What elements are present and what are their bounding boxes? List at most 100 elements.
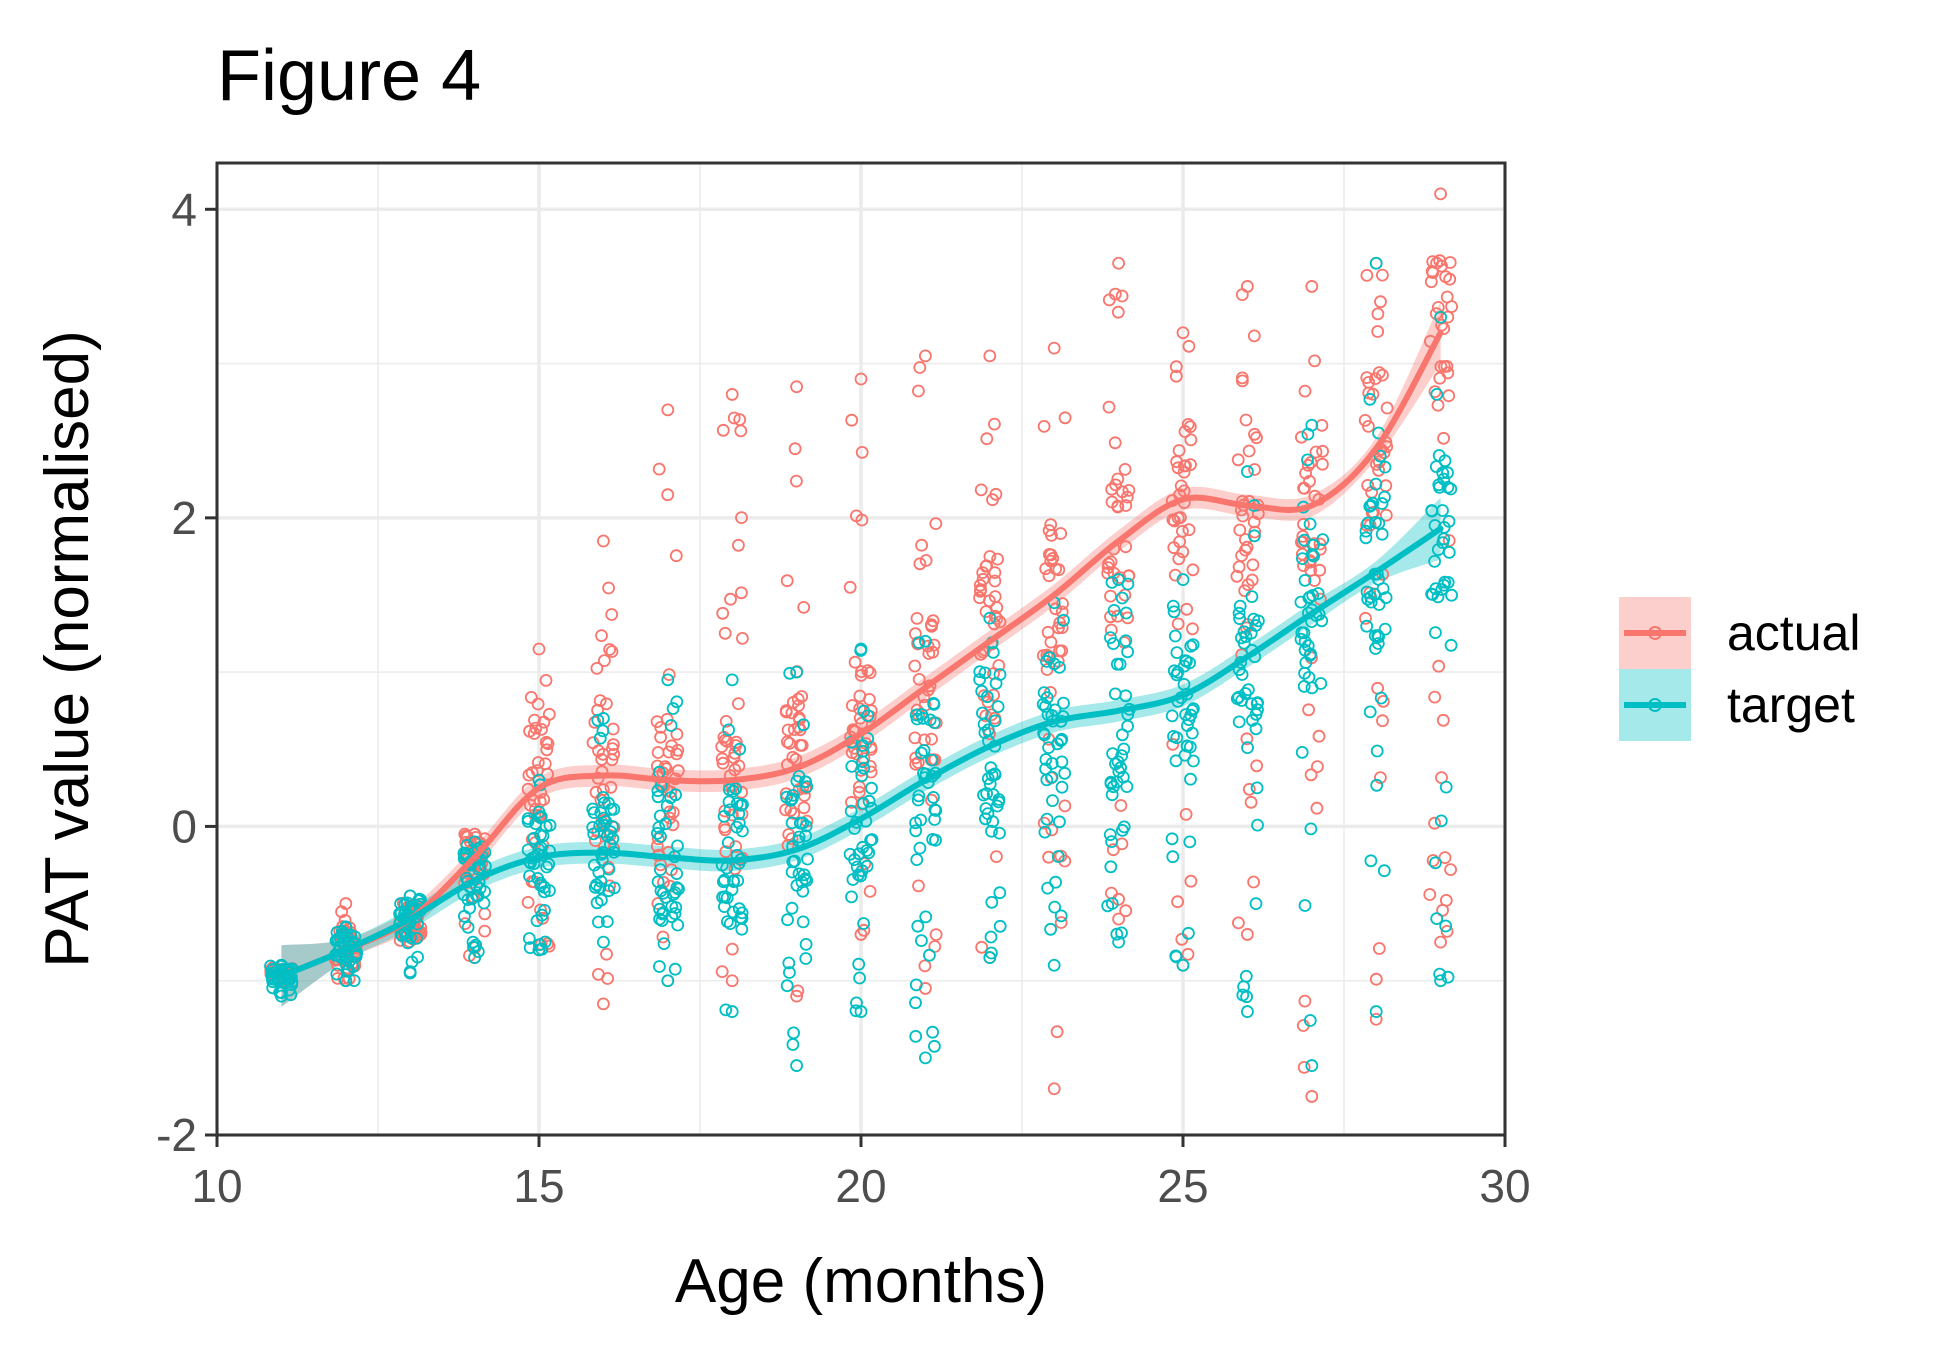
data-point-target: [928, 803, 942, 817]
data-point-actual: [1232, 560, 1246, 574]
legend-point-actual: [1648, 626, 1662, 640]
data-point-actual: [791, 984, 805, 998]
data-point-target: [606, 832, 620, 846]
data-point-target: [597, 712, 610, 725]
data-point-target: [1374, 691, 1388, 705]
data-point-target: [1371, 637, 1385, 650]
y-tick-label: -2: [156, 1109, 197, 1161]
data-point-target: [721, 836, 735, 849]
data-point-actual: [1312, 729, 1326, 743]
x-axis-label: Age (months): [675, 1247, 1047, 1316]
data-point-actual: [724, 592, 737, 606]
data-point-target: [1107, 604, 1121, 617]
data-point-target: [1298, 574, 1312, 587]
data-point-actual: [541, 737, 555, 751]
x-tick-label: 15: [513, 1160, 564, 1212]
data-point-actual: [1182, 339, 1196, 353]
data-point-actual: [1248, 427, 1261, 441]
data-point-target: [1232, 690, 1246, 704]
data-point-target: [909, 824, 923, 838]
data-point-actual: [1442, 534, 1456, 547]
data-point-target: [985, 824, 998, 838]
data-point-target: [991, 700, 1005, 713]
data-point-actual: [779, 705, 793, 719]
data-point-target: [1369, 516, 1382, 529]
data-point-target: [1184, 772, 1197, 786]
data-point-actual: [1304, 768, 1318, 782]
data-point-actual: [1428, 690, 1442, 704]
data-point-actual: [1380, 401, 1394, 415]
data-point-target: [913, 841, 927, 855]
data-point-target: [1297, 680, 1311, 693]
data-point-target: [1429, 626, 1442, 639]
data-point-target: [983, 611, 997, 625]
data-point-target: [1439, 780, 1453, 794]
data-point-actual: [1245, 573, 1259, 587]
data-point-target: [1369, 256, 1383, 270]
data-point-target: [1429, 856, 1442, 870]
data-point-actual: [1182, 523, 1196, 537]
data-point-actual: [988, 574, 1002, 588]
data-point-target: [1045, 770, 1059, 784]
data-point-actual: [1248, 463, 1261, 476]
data-point-target: [910, 853, 924, 866]
data-point-actual: [1169, 369, 1183, 383]
data-point-target: [1182, 926, 1195, 940]
data-point-target: [1051, 737, 1064, 751]
data-point-target: [1047, 958, 1061, 972]
x-tick-label: 10: [191, 1160, 242, 1212]
data-point-target: [1245, 590, 1259, 603]
data-point-actual: [719, 845, 733, 859]
data-point-target: [1303, 1014, 1317, 1027]
data-point-target: [1378, 490, 1391, 504]
data-point-actual: [1305, 280, 1319, 293]
data-point-actual: [987, 688, 1000, 702]
x-tick-label: 30: [1479, 1160, 1530, 1212]
data-point-actual: [1361, 478, 1375, 492]
data-point-target: [607, 802, 621, 816]
data-point-target: [1301, 639, 1315, 653]
data-point-target: [1372, 598, 1386, 611]
data-point-target: [542, 857, 556, 871]
legend: actual target: [1619, 597, 1860, 741]
data-point-actual: [1104, 623, 1118, 637]
data-point-actual: [1311, 760, 1324, 773]
data-point-actual: [797, 601, 811, 614]
data-point-target: [718, 890, 732, 904]
data-point-actual: [988, 609, 1002, 623]
data-point-actual: [1180, 602, 1194, 616]
data-point-actual: [973, 578, 987, 592]
data-point-target: [1432, 478, 1446, 492]
data-point-target: [652, 821, 666, 834]
data-point-actual: [735, 586, 748, 600]
data-point-target: [729, 782, 743, 796]
data-point-target: [1105, 576, 1119, 589]
data-point-target: [797, 868, 811, 882]
data-point-target: [1040, 655, 1053, 668]
data-point-actual: [716, 606, 730, 620]
data-point-actual: [910, 612, 924, 625]
data-point-target: [274, 958, 288, 972]
data-point-actual: [1181, 417, 1195, 431]
data-point-target: [1429, 460, 1443, 474]
data-point-target: [534, 810, 548, 823]
data-point-actual: [1316, 444, 1329, 458]
data-point-target: [980, 690, 994, 704]
data-point-actual: [1302, 703, 1315, 717]
data-point-target: [586, 821, 600, 834]
data-point-target: [1360, 619, 1374, 633]
data-point-target: [1177, 659, 1191, 673]
y-axis: -2 0 2 4: [156, 183, 217, 1161]
data-point-target: [527, 831, 541, 845]
data-point-target: [534, 828, 547, 842]
data-point-actual: [1231, 453, 1245, 467]
data-point-actual: [719, 715, 733, 728]
data-point-target: [403, 966, 417, 980]
data-point-target: [782, 956, 796, 970]
data-point-target: [596, 724, 610, 738]
data-point-target: [844, 804, 858, 818]
data-point-actual: [736, 632, 749, 645]
data-point-actual: [926, 645, 940, 659]
chart-title: Figure 4: [217, 36, 481, 116]
data-point-target: [660, 799, 674, 813]
